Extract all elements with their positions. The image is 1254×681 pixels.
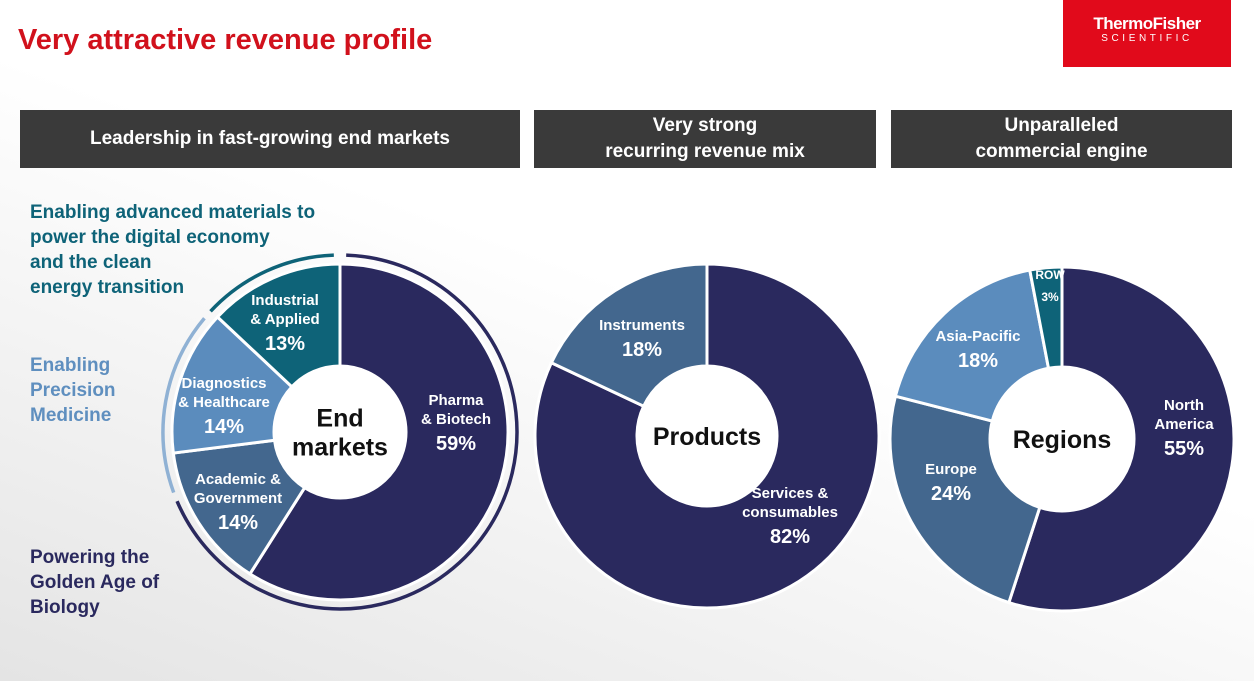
chart3-value-label: 18%	[958, 350, 998, 372]
chart1-center-label: markets	[292, 434, 388, 462]
chart2-value-label: 18%	[622, 339, 662, 361]
chart1-value-label: 13%	[265, 333, 305, 355]
page-title: Very attractive revenue profile	[18, 24, 433, 56]
chart1-center-label: End	[316, 405, 363, 433]
chart2-slice-instruments	[549, 262, 709, 409]
chart1-slice-label: & Applied	[250, 311, 319, 328]
logo-wordmark: ThermoFisher	[1093, 14, 1201, 33]
chart2-center-hole	[637, 366, 777, 506]
chart3-slice-asia-pacific	[893, 268, 1051, 423]
brand-logo: ThermoFisher SCIENTIFIC	[1063, 0, 1231, 67]
chart2-slice-label: Instruments	[599, 317, 685, 334]
chart1-slice-label: Academic &	[195, 471, 281, 488]
chart3-value-label: 3%	[1041, 290, 1059, 304]
outer-ring-precision	[161, 317, 206, 494]
chart3-slice-label: Asia-Pacific	[935, 328, 1020, 345]
chart1-slice-label: & Healthcare	[178, 394, 270, 411]
chart3-center-hole	[990, 367, 1134, 511]
side-label-precision: Enabling Precision Medicine	[30, 355, 116, 426]
chart2-slice-label: Services &	[752, 485, 829, 502]
chart1-slice-label: Government	[194, 490, 282, 507]
chart1-slice-label: & Biotech	[421, 411, 491, 428]
chart1-value-label: 14%	[204, 416, 244, 438]
logo-subtitle: SCIENTIFIC	[1101, 33, 1193, 44]
chart3-value-label: 55%	[1164, 438, 1204, 460]
chart1-slice-label: Pharma	[428, 392, 484, 409]
chart2-slice-label: consumables	[742, 504, 838, 521]
header-end-markets: Leadership in fast-growing end markets	[20, 110, 520, 168]
chart1-value-label: 14%	[218, 512, 258, 534]
header-commercial-engine: Unparalleled commercial engine	[891, 110, 1232, 168]
chart3-slice-label: ROW	[1035, 268, 1065, 282]
chart3-center-label: Regions	[1013, 426, 1112, 454]
side-label-biology: Powering the Golden Age of Biology	[30, 547, 160, 618]
chart3-slice-label: Europe	[925, 461, 977, 478]
outer-ring-biology	[175, 253, 519, 611]
chart3-slice-label: North	[1164, 397, 1204, 414]
chart1-slice-label: Diagnostics	[181, 375, 266, 392]
chart1-slice-label: Industrial	[251, 292, 319, 309]
chart1-center-hole	[274, 366, 406, 498]
header-revenue-mix: Very strong recurring revenue mix	[534, 110, 876, 168]
chart2-value-label: 82%	[770, 526, 810, 548]
chart2-center-label: Products	[653, 423, 761, 451]
side-label-materials: Enabling advanced materials to power the…	[30, 202, 316, 298]
chart3-slice-label: America	[1154, 416, 1214, 433]
outer-ring-materials	[209, 253, 334, 313]
header-revenue-mix-text: Very strong recurring revenue mix	[605, 115, 805, 162]
header-end-markets-text: Leadership in fast-growing end markets	[89, 128, 451, 149]
chart3-value-label: 24%	[931, 483, 971, 505]
chart1-value-label: 59%	[436, 433, 476, 455]
header-commercial-engine-text: Unparalleled commercial engine	[975, 115, 1148, 162]
